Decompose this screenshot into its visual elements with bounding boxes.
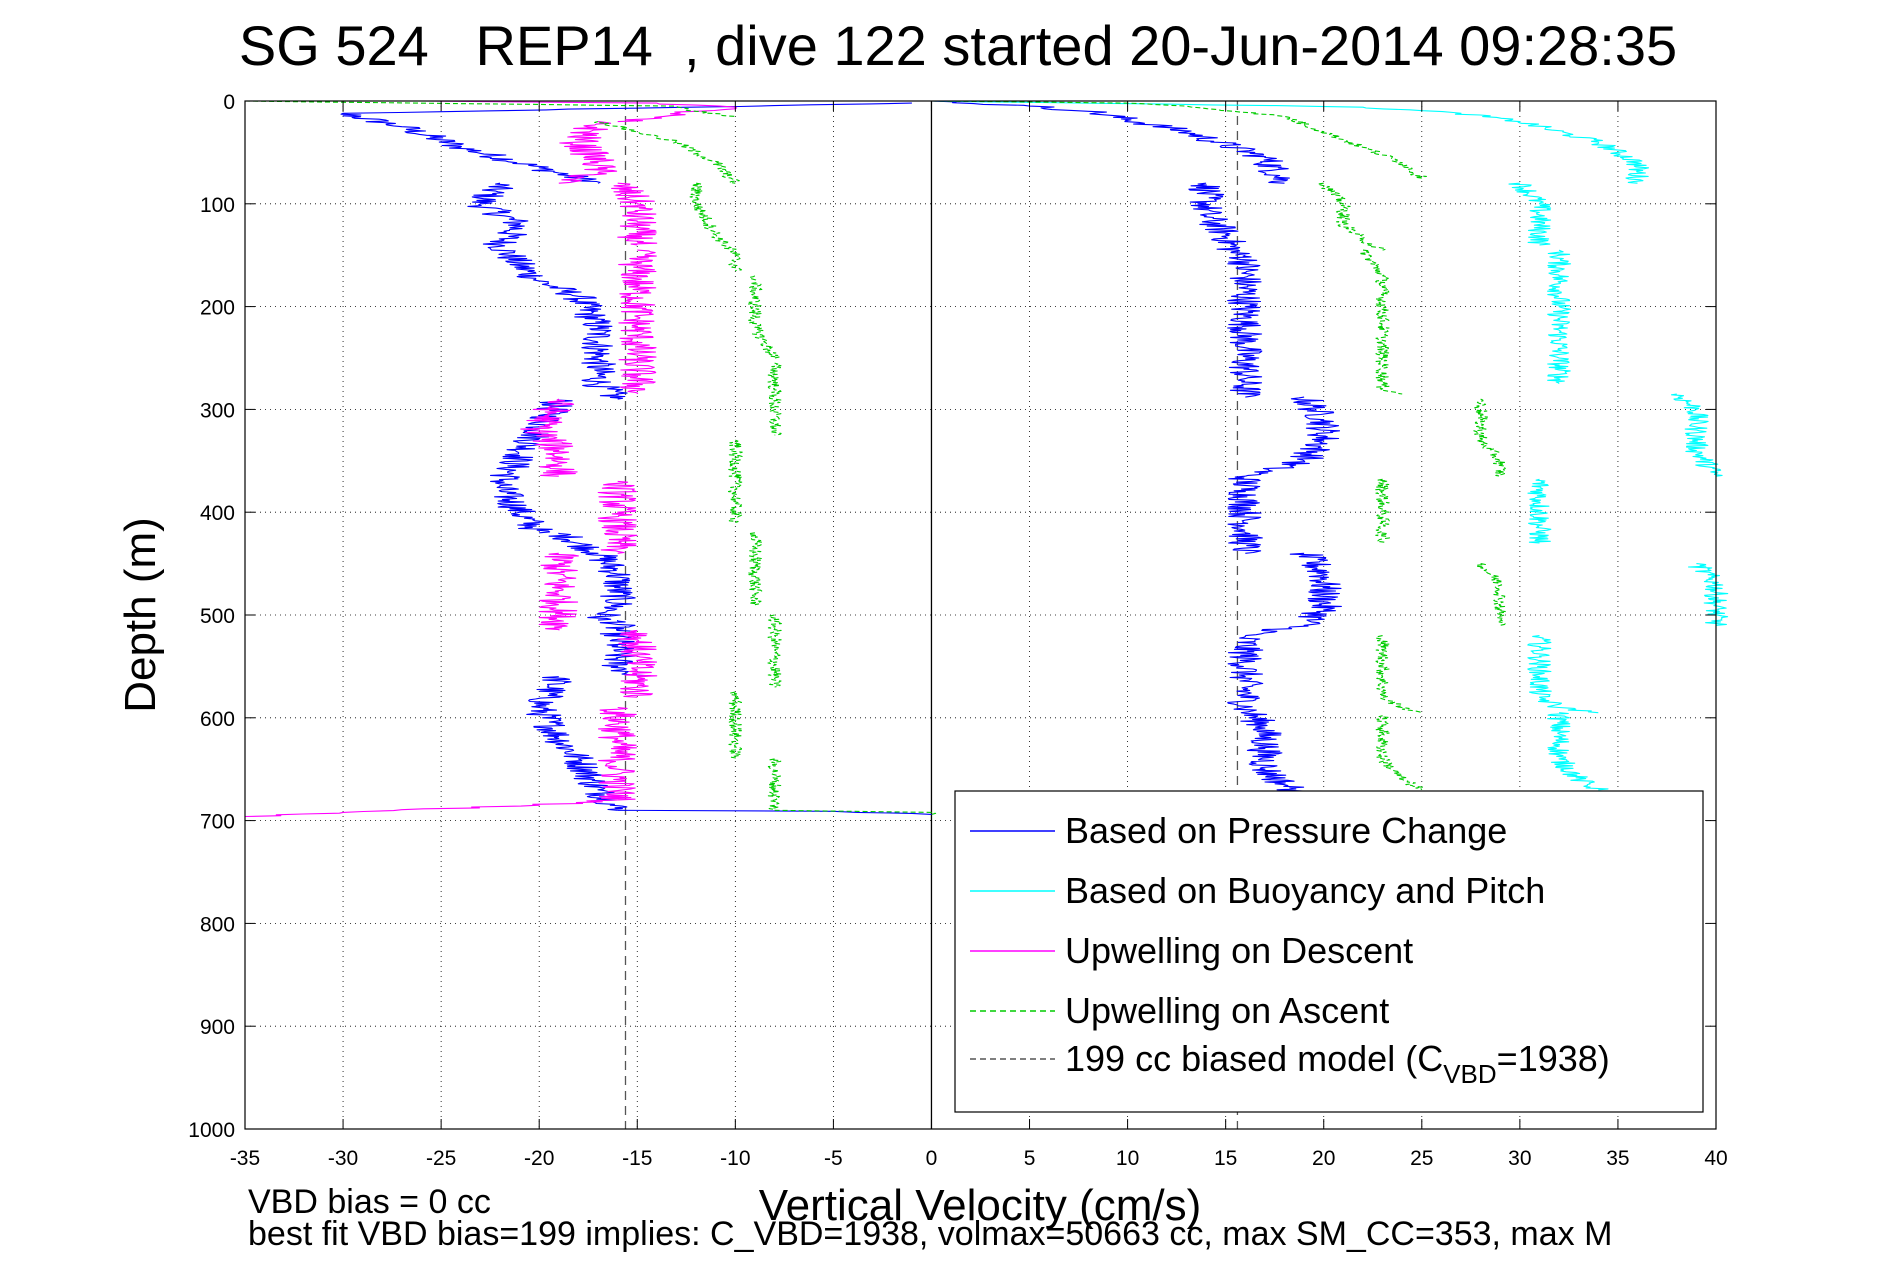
series-line bbox=[1245, 396, 1341, 477]
y-tick-label: 400 bbox=[200, 502, 235, 525]
x-tick-label: 40 bbox=[1704, 1147, 1727, 1170]
x-tick-label: -30 bbox=[328, 1147, 358, 1170]
x-tick-label: -10 bbox=[720, 1147, 750, 1170]
series-line bbox=[1245, 552, 1342, 637]
series-line bbox=[244, 799, 618, 818]
x-tick-label: 10 bbox=[1116, 1147, 1139, 1170]
series-3 bbox=[244, 100, 1507, 815]
legend-label: Based on Buoyancy and Pitch bbox=[1065, 870, 1545, 911]
x-tick-label: -15 bbox=[622, 1147, 652, 1170]
x-tick-label: 0 bbox=[926, 1147, 938, 1170]
series-line bbox=[931, 100, 1650, 184]
series-layer bbox=[244, 100, 1729, 818]
series-line bbox=[931, 100, 1427, 179]
vbd-bias-note: VBD bias = 0 cc bbox=[248, 1183, 491, 1221]
series-line bbox=[1508, 182, 1552, 246]
series-line bbox=[774, 809, 937, 815]
x-tick-label: -25 bbox=[426, 1147, 456, 1170]
series-line bbox=[617, 809, 932, 815]
series-line bbox=[728, 691, 743, 760]
x-tick-label: 20 bbox=[1312, 1147, 1335, 1170]
x-tick-label: 15 bbox=[1214, 1147, 1237, 1170]
y-tick-label: 800 bbox=[200, 913, 235, 936]
y-axis-label: Depth (m) bbox=[116, 517, 165, 713]
series-line bbox=[767, 614, 782, 688]
series-line bbox=[548, 532, 636, 621]
y-tick-label: 0 bbox=[223, 91, 235, 114]
y-tick-label: 100 bbox=[200, 194, 235, 217]
legend-label: Based on Pressure Change bbox=[1065, 810, 1507, 851]
best-fit-note: best fit VBD bias=199 implies: C_VBD=193… bbox=[248, 1215, 1612, 1253]
series-line bbox=[1317, 182, 1387, 251]
series-line bbox=[1188, 182, 1250, 256]
series-line bbox=[1547, 249, 1572, 385]
series-line bbox=[1527, 635, 1599, 714]
series-line bbox=[539, 280, 628, 400]
series-line bbox=[467, 182, 543, 282]
series-line bbox=[931, 100, 1290, 184]
x-tick-label: -20 bbox=[524, 1147, 554, 1170]
series-0 bbox=[340, 100, 1342, 815]
series-1 bbox=[931, 100, 1729, 791]
x-axis-label: Vertical Velocity (cm/s) bbox=[759, 1181, 1202, 1230]
y-tick-label: 500 bbox=[200, 605, 235, 628]
series-line bbox=[340, 102, 912, 184]
x-tick-label: 25 bbox=[1410, 1147, 1433, 1170]
series-line bbox=[1475, 563, 1507, 626]
series-line bbox=[597, 706, 637, 801]
legend-box bbox=[954, 790, 1704, 1113]
series-line bbox=[727, 439, 743, 524]
y-tick-label: 300 bbox=[200, 399, 235, 422]
y-tick-label: 200 bbox=[200, 297, 235, 320]
legend-label: Upwelling on Ascent bbox=[1065, 990, 1389, 1031]
tick-labels: -35 -30 -25 -20 -15 -10 -5 0 5 10 15 20 25 30 35 400100… bbox=[188, 91, 1727, 1170]
series-line bbox=[1227, 635, 1316, 796]
chart-title: SG 524 REP14 , dive 122 started 20-Jun-2… bbox=[239, 14, 1677, 77]
series-line bbox=[538, 552, 579, 631]
y-tick-label: 900 bbox=[200, 1016, 235, 1039]
series-line bbox=[689, 182, 743, 272]
series-line bbox=[1547, 712, 1609, 791]
x-tick-label: 35 bbox=[1606, 1147, 1629, 1170]
series-line bbox=[1527, 478, 1552, 544]
series-line bbox=[611, 182, 658, 246]
series-line bbox=[618, 249, 657, 395]
series-line bbox=[747, 532, 763, 606]
series-line bbox=[520, 398, 578, 477]
x-tick-label: 30 bbox=[1508, 1147, 1531, 1170]
series-line bbox=[747, 275, 780, 359]
series-line bbox=[1227, 254, 1263, 398]
series-2 bbox=[244, 100, 738, 818]
y-tick-label: 600 bbox=[200, 708, 235, 731]
series-line bbox=[1358, 249, 1403, 395]
series-line bbox=[421, 100, 738, 123]
series-line bbox=[617, 629, 658, 698]
y-tick-label: 700 bbox=[200, 811, 235, 834]
series-line bbox=[767, 758, 782, 811]
series-line bbox=[1473, 398, 1507, 477]
series-line bbox=[558, 121, 618, 184]
series-line bbox=[1687, 563, 1729, 626]
series-line bbox=[767, 362, 782, 436]
legend-label: Upwelling on Descent bbox=[1065, 930, 1413, 971]
series-line bbox=[1375, 478, 1390, 544]
legend: Based on Pressure Change Based on Buoyanc… bbox=[954, 790, 1704, 1113]
series-line bbox=[597, 480, 638, 554]
x-tick-label: -35 bbox=[230, 1147, 260, 1170]
series-line bbox=[1670, 393, 1723, 477]
axis-ticks bbox=[244, 100, 1717, 1130]
series-line bbox=[1375, 715, 1423, 791]
series-line bbox=[526, 676, 628, 811]
x-tick-label: 5 bbox=[1024, 1147, 1036, 1170]
x-tick-label: -5 bbox=[824, 1147, 843, 1170]
series-line bbox=[244, 100, 736, 117]
y-tick-label: 1000 bbox=[188, 1119, 235, 1142]
series-line bbox=[1375, 635, 1422, 714]
series-line bbox=[1227, 475, 1263, 554]
